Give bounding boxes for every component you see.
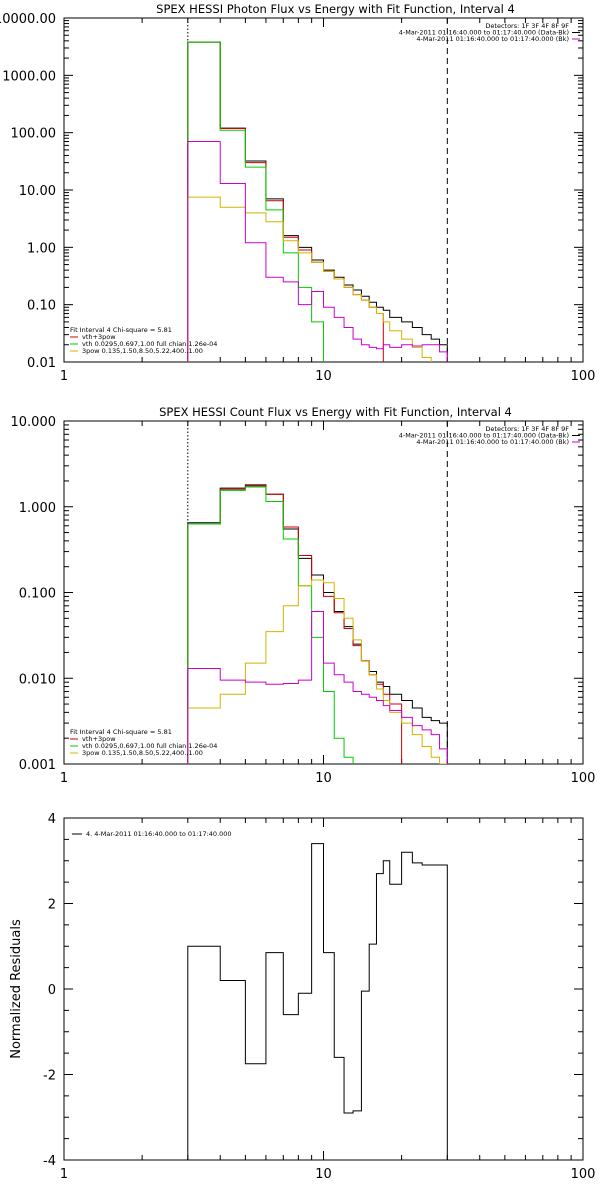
y-tick-label: 10000.00 [0,12,56,27]
series-vth-3pow [187,485,403,764]
y-tick-label: 100.00 [11,127,57,142]
x-tick-label: 100 [571,1167,596,1182]
x-tick-label: 100 [571,369,596,384]
y-tick-label: 2 [48,898,56,913]
series-bk [187,141,448,362]
x-tick-label: 1 [60,771,68,786]
y-tick-label: 10.00 [19,184,56,199]
series-group [187,484,448,764]
series-data-bk [187,41,448,362]
series-bk [187,611,448,764]
x-tick-label: 10 [315,771,332,786]
chart-title: SPEX HESSI Count Flux vs Energy with Fit… [159,405,512,419]
series-3pow [187,196,432,362]
legend-entry: vth 0.0295,0.697,1.00 full chian 1.26e-0… [82,340,217,348]
info-line: Detectors: 1F 3F 4F 8F 9F [485,425,569,433]
legend-entry: vth+3pow [82,735,116,743]
chart-title: SPEX HESSI Photon Flux vs Energy with Fi… [156,2,515,16]
y-tick-label: 0.100 [19,587,56,602]
info-line: 4-Mar-2011 01:16:40.000 to 01:17:40.000 … [399,29,569,37]
legend-heading: Fit Interval 4 Chi-square = 5.81 [70,326,172,334]
x-tick-label: 10 [315,1167,332,1182]
legend-entry: 4. 4-Mar-2011 01:16:40.000 to 01:17:40.0… [86,830,232,838]
info-line: Detectors: 1F 3F 4F 8F 9F [485,22,569,30]
legend-entry: vth+3pow [82,333,116,341]
legend-entry: 3pow 0.135,1.50,8.50,5.22,400.,1.00 [82,347,203,355]
y-tick-label: 4 [48,812,56,827]
info-line: 4-Mar-2011 01:16:40.000 to 01:17:40.000 … [399,432,569,440]
y-tick-label: 10.000 [11,415,57,430]
legend-entry: 3pow 0.135,1.50,8.50,5.22,400.,1.00 [82,749,203,757]
panel-2: SPEX HESSI Count Flux vs Energy with Fit… [11,405,596,786]
legend-entry: vth 0.0295,0.697,1.00 full chian 1.26e-0… [82,742,217,750]
y-tick-label: 1.00 [27,241,56,256]
y-tick-label: -2 [43,1069,56,1084]
info-line: 4-Mar-2011 01:16:40.000 to 01:17:40.000 … [416,35,569,43]
axes-frame [63,17,584,363]
series-3pow [187,579,448,764]
panel-3: 1 10 100 -4 -2 0 2 4 Normalized Residuals 4. 4-Ma… [9,812,596,1182]
series-residuals [187,843,448,1160]
y-tick-label: -4 [43,1154,56,1169]
panel-1: SPEX HESSI Photon Flux vs Energy with Fi… [0,2,596,384]
y-tick-label: 0.01 [27,356,56,371]
info-line: 4-Mar-2011 01:16:40.000 to 01:17:40.000 … [416,438,569,446]
y-tick-label: 0.10 [27,299,56,314]
x-tick-label: 10 [315,369,332,384]
x-tick-label: 100 [571,771,596,786]
y-tick-label: 0 [48,983,56,998]
y-tick-label: 0.001 [19,758,56,773]
series-group [187,843,448,1160]
y-tick-label: 1.000 [19,501,56,516]
series-group [187,41,448,362]
x-tick-label: 1 [60,1167,68,1182]
legend-heading: Fit Interval 4 Chi-square = 5.81 [70,728,172,736]
x-tick-label: 1 [60,369,68,384]
y-tick-label: 0.010 [19,672,56,687]
y-axis-label: Normalized Residuals [9,919,24,1059]
series-data-bk [187,484,448,764]
y-tick-label: 1000.00 [2,69,56,84]
